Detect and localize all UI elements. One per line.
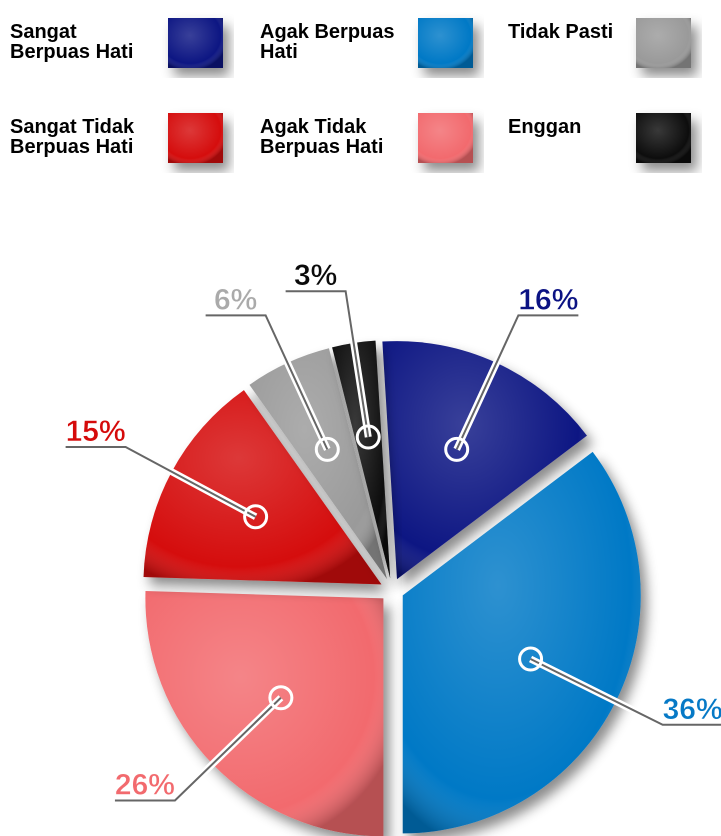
- leader-marker: [243, 504, 269, 530]
- legend-swatch-gloss: [636, 18, 691, 68]
- legend-label: Enggan: [508, 116, 581, 138]
- legend-swatch-gloss: [418, 18, 473, 68]
- legend-label: Tidak Pasti: [508, 21, 613, 43]
- value-label: 6%: [214, 283, 257, 316]
- leader-marker: [355, 424, 381, 450]
- pie-slice-gloss: [249, 348, 387, 580]
- leader-marker: [268, 685, 294, 711]
- pie-slice-gloss: [143, 390, 382, 585]
- leader-line: [285, 290, 370, 438]
- leader-line: [205, 314, 329, 450]
- value-label: 3%: [294, 259, 337, 292]
- value-label: 16%: [518, 283, 578, 316]
- leader-line: [455, 314, 579, 450]
- legend-swatch-gloss: [418, 113, 473, 163]
- legend-swatch-gloss: [168, 18, 223, 68]
- legend-label: Agak Berpuas Hati: [260, 21, 395, 63]
- legend-label: Sangat Tidak Berpuas Hati: [10, 116, 135, 158]
- value-label: 36%: [663, 693, 721, 726]
- value-label: 15%: [66, 415, 126, 448]
- legend-label: Agak Tidak Berpuas Hati: [260, 116, 383, 158]
- leader-marker: [518, 646, 544, 672]
- legend-swatch-gloss: [636, 113, 691, 163]
- pie-slice-gloss: [402, 451, 641, 834]
- leader-line: [114, 697, 282, 802]
- pie-slice-gloss: [332, 340, 391, 579]
- pie-slice-gloss: [382, 341, 587, 580]
- legend-label: Sangat Berpuas Hati: [10, 21, 133, 63]
- leader-marker: [314, 436, 340, 462]
- value-label: 26%: [115, 768, 175, 801]
- leader-line: [530, 658, 721, 726]
- leader-line: [65, 445, 257, 518]
- leader-marker: [444, 436, 470, 462]
- legend-swatch-gloss: [168, 113, 223, 163]
